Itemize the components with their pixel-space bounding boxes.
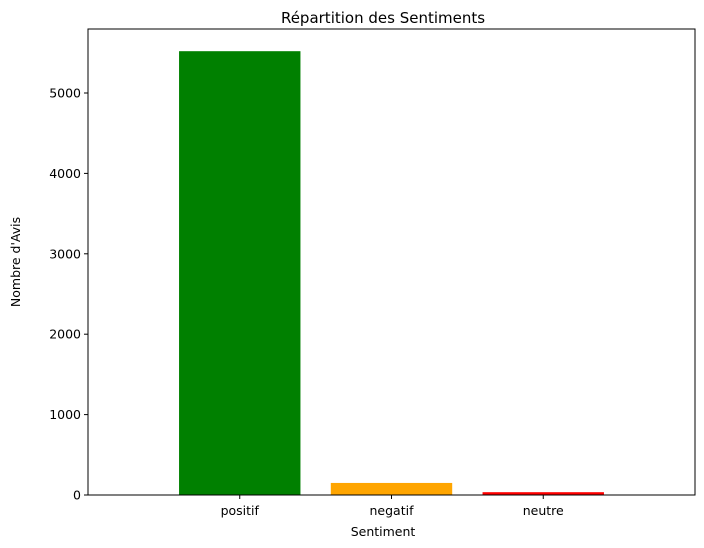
y-axis-label: Nombre d'Avis — [8, 217, 23, 307]
y-axis: 0 1000 2000 3000 4000 5000 — [49, 85, 88, 503]
y-tick-label: 3000 — [49, 246, 81, 261]
y-tick-label: 4000 — [49, 166, 81, 181]
x-tick-label-negatif: negatif — [370, 503, 415, 518]
bar-positif — [179, 51, 301, 495]
y-tick-label: 2000 — [49, 327, 81, 342]
y-tick-label: 0 — [73, 488, 81, 503]
bar-neutre — [482, 492, 604, 495]
x-tick-label-positif: positif — [221, 503, 260, 518]
bar-negatif — [330, 482, 453, 495]
x-axis-label: Sentiment — [351, 524, 416, 539]
x-tick-label-neutre: neutre — [523, 503, 564, 518]
y-tick-label: 5000 — [49, 85, 81, 100]
x-axis: positif negatif neutre — [221, 495, 564, 518]
y-tick-label: 1000 — [49, 407, 81, 422]
chart-title: Répartition des Sentiments — [281, 9, 485, 27]
bars-group — [179, 51, 604, 495]
plot-frame — [87, 28, 696, 496]
